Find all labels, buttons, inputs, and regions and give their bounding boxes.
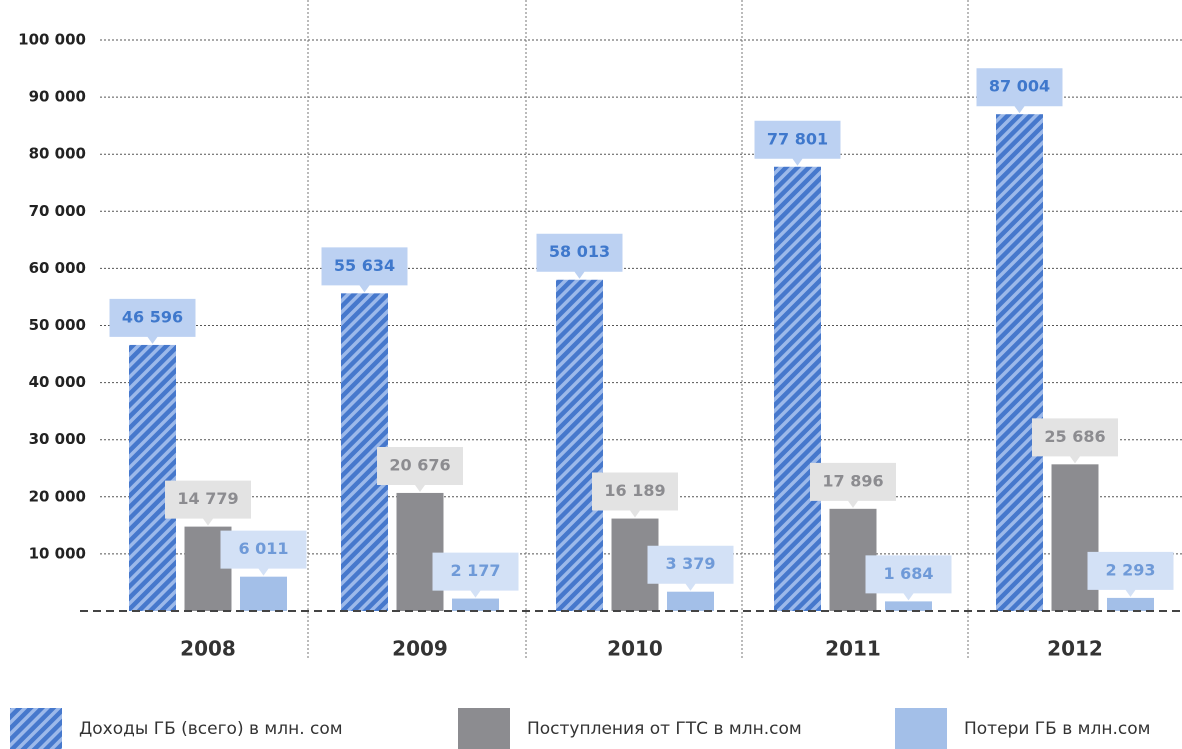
y-tick-label: 60 000: [29, 259, 86, 277]
value-label: 58 013: [549, 242, 610, 261]
legend-swatch: [895, 708, 947, 749]
value-label: 6 011: [238, 539, 288, 558]
value-label: 2 293: [1105, 560, 1155, 579]
y-tick-label: 80 000: [29, 145, 86, 163]
x-tick-label: 2008: [180, 637, 236, 661]
y-tick-label: 100 000: [18, 31, 86, 49]
label-callout: [109, 298, 196, 344]
x-tick-label: 2012: [1047, 637, 1103, 661]
legend-label: Доходы ГБ (всего) в млн. сом: [79, 719, 343, 739]
label-callout: [321, 247, 408, 293]
y-tick-label: 70 000: [29, 202, 86, 220]
value-label: 17 896: [822, 471, 883, 490]
value-label: 25 686: [1044, 427, 1105, 446]
y-tick-label: 40 000: [29, 373, 86, 391]
label-callout: [432, 552, 519, 598]
y-tick-label: 20 000: [29, 487, 86, 505]
label-callout: [647, 545, 734, 591]
label-callout: [377, 446, 463, 492]
label-callout: [1087, 551, 1174, 597]
label-callout: [810, 462, 896, 508]
legend-swatch: [458, 708, 510, 749]
x-tick-label: 2011: [825, 637, 881, 661]
bar: [396, 492, 444, 611]
bar: [667, 591, 714, 611]
label-callout: [865, 555, 952, 601]
bar: [129, 344, 176, 611]
label-callout: [220, 530, 307, 576]
value-label: 3 379: [665, 554, 715, 573]
y-tick-label: 10 000: [29, 544, 86, 562]
bar: [1107, 597, 1154, 611]
bar: [885, 601, 932, 611]
y-tick-label: 50 000: [29, 316, 86, 334]
value-label: 20 676: [389, 455, 450, 474]
value-label: 87 004: [989, 77, 1050, 96]
label-callout: [536, 233, 623, 279]
value-label: 1 684: [883, 564, 933, 583]
bar: [240, 576, 287, 611]
bar: [774, 166, 821, 611]
y-tick-label: 90 000: [29, 88, 86, 106]
label-callout: [1032, 418, 1118, 464]
legend-swatch: [10, 708, 62, 749]
legend-label: Поступления от ГТС в млн.сом: [527, 719, 802, 739]
value-label: 46 596: [122, 307, 183, 326]
value-label: 77 801: [767, 129, 828, 148]
bar: [556, 279, 603, 611]
x-tick-label: 2010: [607, 637, 663, 661]
value-label: 16 189: [604, 481, 665, 500]
value-label: 14 779: [177, 489, 238, 508]
bar: [996, 114, 1043, 612]
label-callout: [592, 472, 678, 518]
label-callout: [976, 68, 1063, 114]
legend-label: Потери ГБ в млн.сом: [964, 719, 1150, 739]
label-callout: [754, 120, 841, 166]
bar: [452, 598, 499, 611]
value-label: 55 634: [334, 256, 395, 275]
y-tick-label: 30 000: [29, 430, 86, 448]
x-tick-label: 2009: [392, 637, 448, 661]
value-label: 2 177: [450, 561, 500, 580]
label-callout: [165, 480, 251, 526]
